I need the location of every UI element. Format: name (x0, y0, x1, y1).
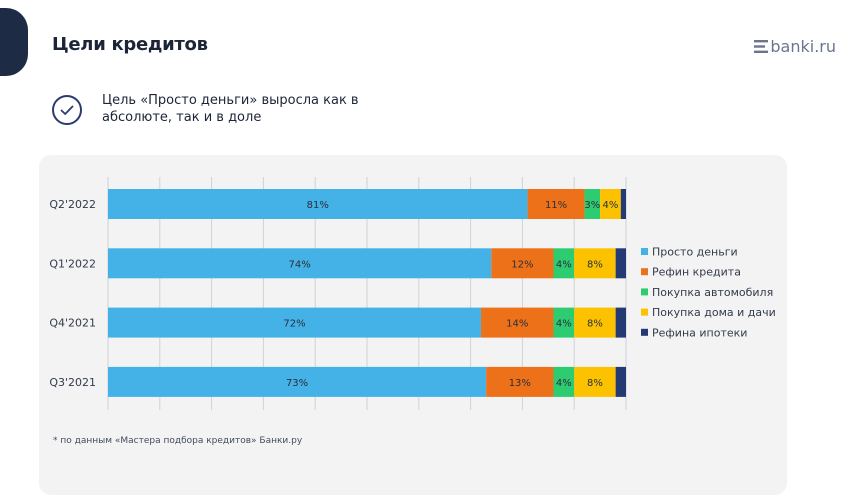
headline-text: Цель «Просто деньги» выросла как в абсол… (102, 93, 359, 125)
legend-label: Покупка дома и дачи (652, 306, 776, 319)
bar-segment (553, 248, 575, 279)
data-label: 4% (556, 319, 572, 330)
data-label: 8% (587, 378, 603, 389)
legend-label: Рефина ипотеки (652, 326, 747, 339)
bar-segment (615, 366, 626, 397)
data-label: 73% (286, 378, 308, 389)
bar-segment (108, 248, 492, 279)
legend-swatch (641, 308, 648, 316)
data-label: 3% (584, 200, 600, 211)
bar-segment (620, 189, 626, 219)
corner-decoration (0, 8, 28, 76)
bar-segment (108, 307, 481, 338)
legend-swatch (641, 248, 648, 255)
legend-label: Просто деньги (652, 246, 738, 259)
check-icon (52, 95, 82, 125)
legend-label: Рефин кредита (652, 266, 741, 279)
bar-segment (486, 366, 554, 397)
bar-segment (574, 366, 616, 397)
bar-segment (615, 307, 626, 338)
bar-segment (600, 189, 621, 219)
bar-segment (553, 307, 575, 338)
data-label: 8% (587, 319, 603, 330)
page-title: Цели кредитов (52, 34, 208, 55)
legend-swatch (641, 268, 648, 276)
stacked-bar-chart: Q2'2022 81% 11% 3% 4%Q1'2022 74% 12% 4% 8%Q4'202… (49, 177, 776, 410)
category-label: Q4'2021 (49, 317, 96, 330)
bar-segment (584, 189, 601, 219)
data-label: 4% (603, 200, 619, 211)
bar-segment (491, 248, 554, 279)
data-label: 4% (556, 378, 572, 389)
headline: Цель «Просто деньги» выросла как в абсол… (52, 92, 372, 126)
data-label: 12% (511, 259, 533, 270)
bar-segment (527, 189, 585, 219)
data-label: 72% (283, 319, 305, 330)
bar-segment (615, 248, 626, 279)
legend-label: Покупка автомобиля (652, 286, 773, 299)
category-label: Q2'2022 (49, 198, 96, 211)
banki-logo-icon (754, 40, 769, 53)
data-label: 8% (587, 259, 603, 270)
data-label: 81% (307, 200, 329, 211)
data-label: 11% (545, 200, 567, 211)
bar-segment (480, 307, 554, 338)
legend-swatch (641, 288, 648, 296)
category-label: Q3'2021 (49, 376, 96, 389)
banki-logo: banki.ru (754, 37, 836, 56)
bar-segment (553, 366, 575, 397)
footnote: * по данным «Мастера подбора кредитов» Б… (53, 436, 303, 446)
banki-logo-text: banki.ru (770, 37, 836, 56)
data-label: 74% (289, 259, 311, 270)
bar-segment (574, 248, 616, 279)
data-label: 14% (506, 319, 528, 330)
bar-segment (108, 366, 487, 397)
data-label: 4% (556, 259, 572, 270)
bar-segment (574, 307, 616, 338)
legend-swatch (641, 328, 648, 336)
bar-segment (108, 189, 528, 219)
category-label: Q1'2022 (49, 257, 96, 270)
data-label: 13% (509, 378, 531, 389)
